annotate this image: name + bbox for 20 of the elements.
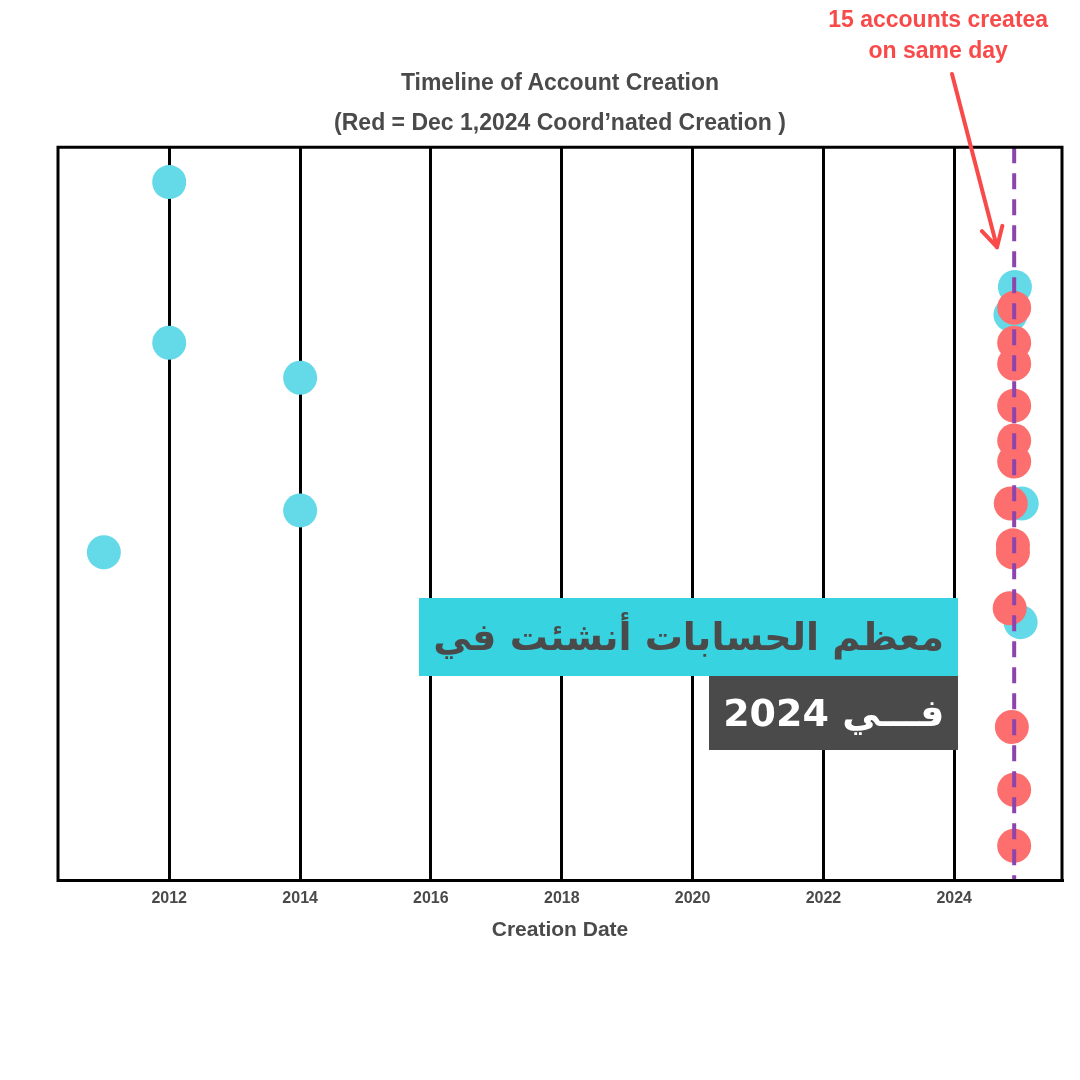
point [152,325,187,360]
point [283,493,318,528]
annotation: معظم الحسابات أنشئت في [419,598,959,677]
chart-title: Timeline of Account Creation [400,69,720,96]
x-tick-label: 2016 [413,888,449,906]
x-tick-label: 2020 [674,888,711,906]
point [152,165,187,200]
point [997,290,1032,325]
point [283,360,318,395]
x-tick-label: 2024 [936,888,973,906]
text: 15 accounts createa on same day [827,5,1050,65]
annotation: فـــي 2024 [709,676,959,751]
point [994,709,1029,744]
x-tick-label: 2014 [282,888,319,906]
x-axis-title: Creation Date [491,917,629,941]
x-tick-label: 2022 [805,888,842,906]
x-tick-label: 2012 [151,888,188,906]
chart-subtitle: (Red = Dec 1,2024 Coord’nated Creation ) [334,108,786,135]
x-tick-label: 2018 [543,888,580,906]
point [86,535,121,570]
